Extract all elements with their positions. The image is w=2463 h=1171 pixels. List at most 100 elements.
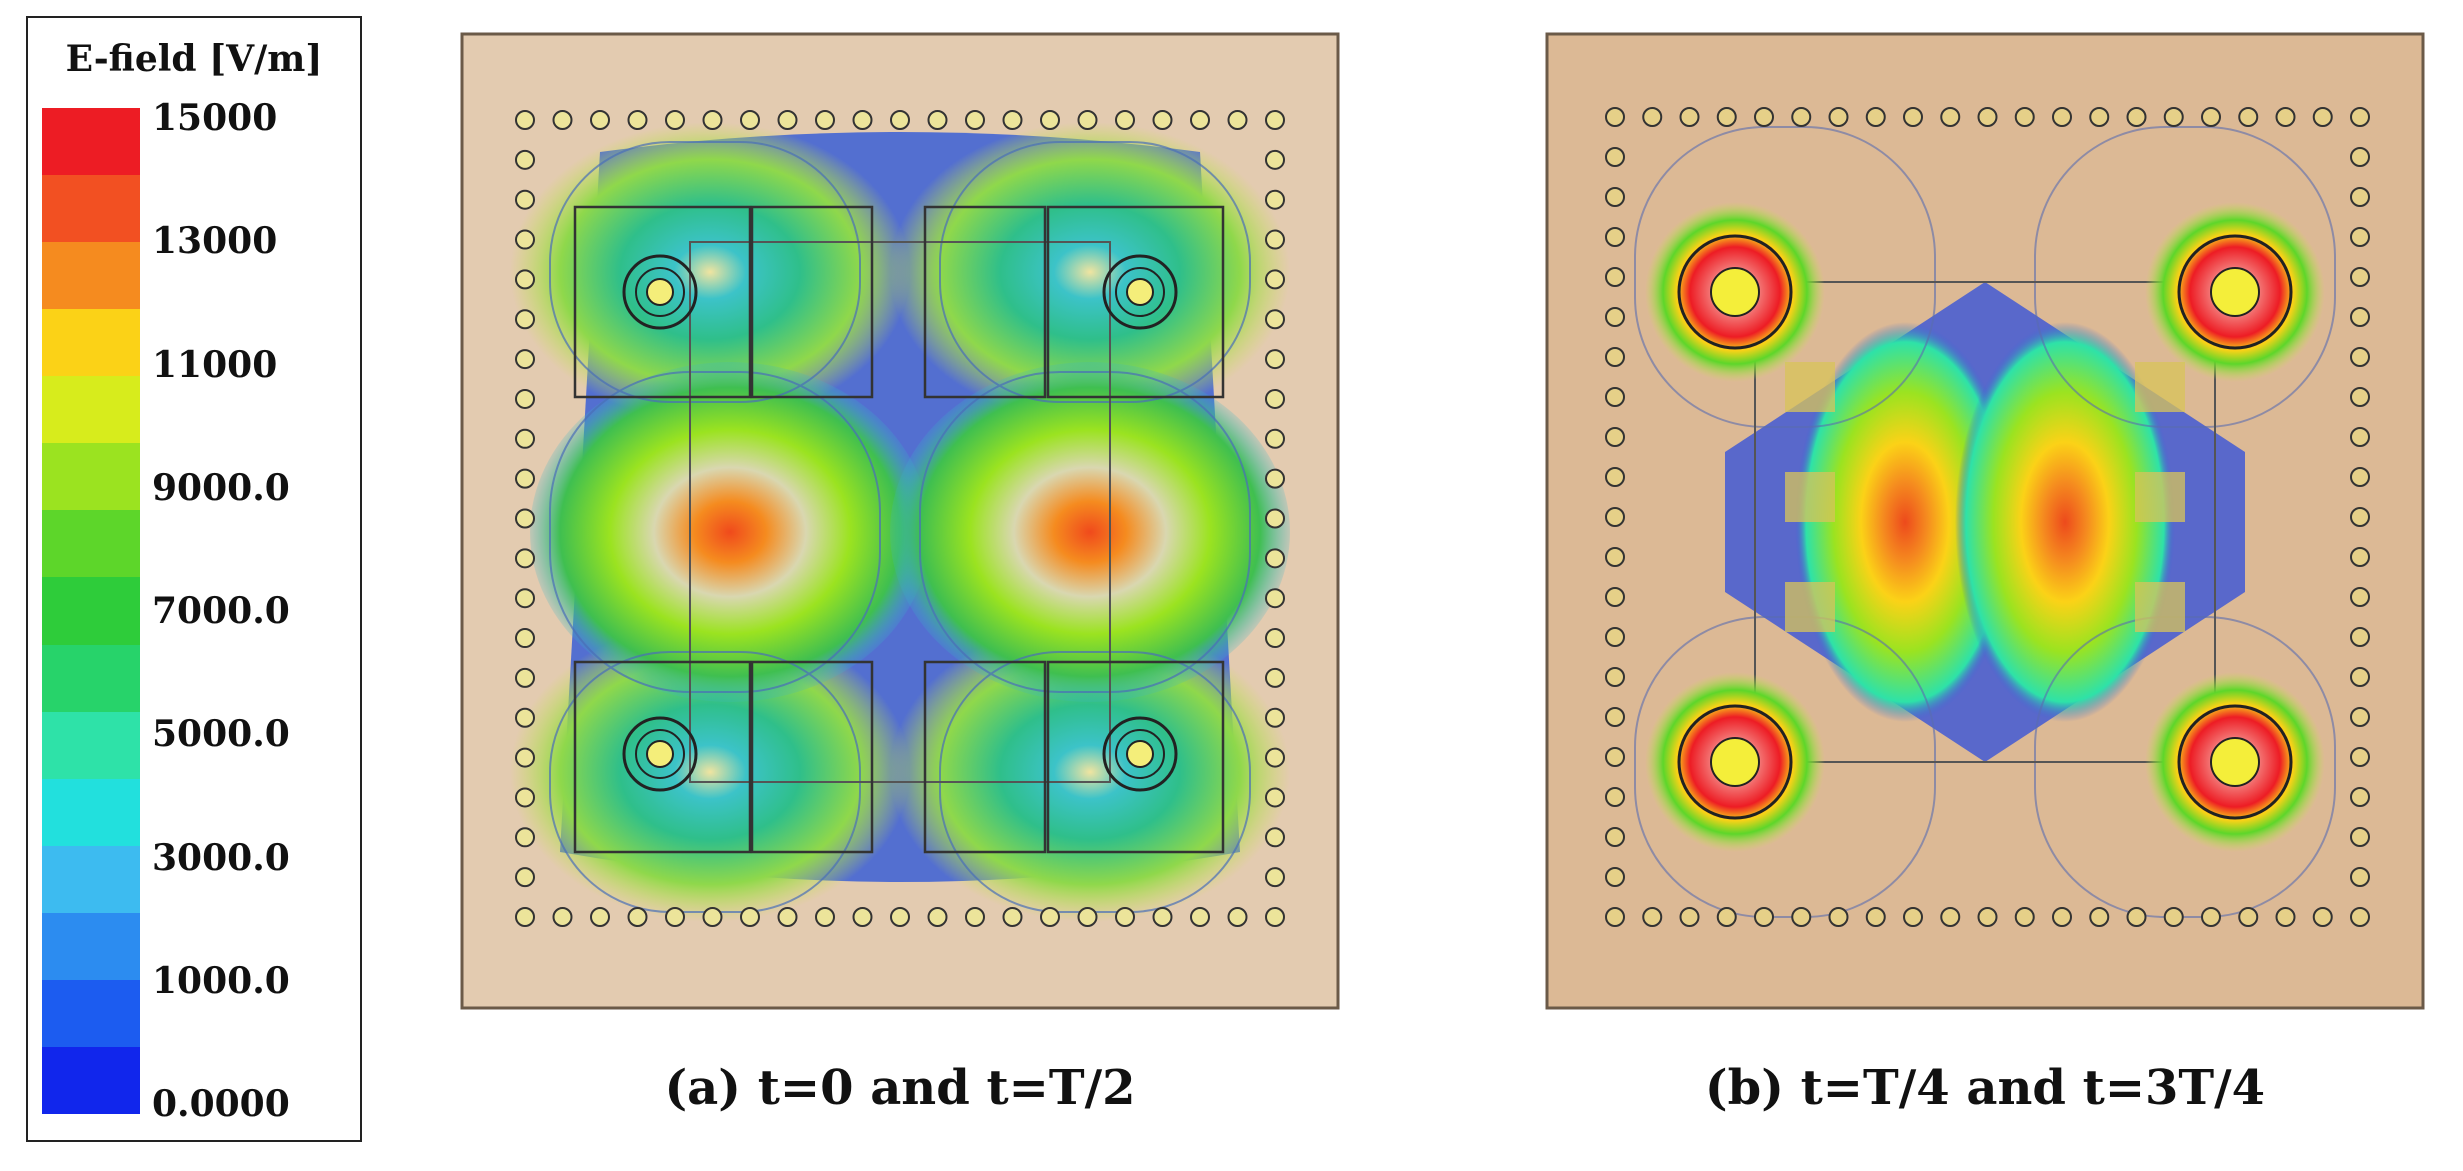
feed-block — [573, 660, 752, 854]
via-hole — [1605, 867, 1625, 887]
via-hole — [1865, 107, 1886, 127]
via-hole — [2350, 747, 2370, 767]
via-hole — [2201, 907, 2221, 927]
colorbar-segment — [42, 510, 140, 578]
feed-port — [622, 716, 698, 792]
via-hole — [2350, 907, 2370, 927]
via-hole — [1265, 628, 1285, 649]
via-hole — [552, 907, 573, 927]
via-hole — [590, 907, 610, 927]
via-hole — [1605, 227, 1625, 247]
via-hole — [2350, 587, 2370, 607]
via-hole — [552, 110, 573, 130]
via-hole — [1605, 787, 1625, 807]
via-hole — [515, 269, 535, 290]
via-hole — [1265, 827, 1285, 848]
tick-label: 15000 — [152, 97, 278, 139]
via-hole — [590, 110, 610, 130]
via-hole — [1152, 907, 1173, 927]
via-hole — [665, 110, 685, 130]
via-hole — [2350, 427, 2370, 447]
via-hole — [1605, 547, 1625, 567]
via-hole — [1605, 387, 1625, 407]
via-hole — [1605, 907, 1625, 927]
legend-title: E-field [V/m] — [65, 38, 323, 80]
via-hole — [1265, 428, 1285, 449]
feed-port — [1677, 234, 1793, 350]
via-hole — [1077, 907, 1098, 927]
via-hole — [2350, 147, 2370, 167]
colorbar-segment — [42, 376, 140, 444]
via-hole — [1679, 107, 1700, 127]
via-hole — [1190, 110, 1210, 130]
via-hole — [1227, 907, 1248, 927]
via-hole — [1605, 427, 1625, 447]
field-plot-b — [1545, 32, 2425, 1010]
colorbar-segment — [42, 309, 140, 377]
via-hole — [2350, 547, 2370, 567]
via-hole — [515, 189, 535, 210]
via-hole — [515, 508, 535, 529]
via-hole — [1940, 107, 1961, 127]
via-hole — [2350, 347, 2370, 367]
colorbar-segment — [42, 644, 140, 712]
feed-port — [1102, 254, 1178, 330]
via-hole — [852, 110, 873, 130]
via-hole — [777, 907, 798, 927]
feed-port — [2177, 234, 2293, 350]
via-hole — [2126, 107, 2147, 127]
via-hole — [1828, 907, 1849, 927]
via-hole — [2238, 107, 2259, 127]
via-hole — [1605, 827, 1625, 847]
via-hole — [1642, 907, 1663, 927]
via-hole — [2014, 907, 2035, 927]
colorbar — [42, 108, 140, 1114]
via-hole — [515, 747, 535, 768]
via-hole — [1940, 907, 1961, 927]
field-lobe — [510, 122, 910, 422]
via-hole — [1152, 110, 1173, 130]
via-hole — [1265, 907, 1285, 927]
via-hole — [1265, 747, 1285, 768]
via-hole — [515, 349, 535, 370]
via-hole — [627, 907, 648, 927]
field-lobe — [890, 362, 1290, 702]
via-hole — [515, 667, 535, 688]
via-hole — [2238, 907, 2259, 927]
via-hole — [2163, 107, 2184, 127]
via-hole — [927, 110, 948, 130]
via-hole — [1605, 707, 1625, 727]
via-hole — [815, 907, 835, 927]
via-hole — [927, 907, 948, 927]
via-hole — [2275, 907, 2296, 927]
via-hole — [1265, 707, 1285, 728]
via-hole — [1040, 110, 1060, 130]
field-lobe — [530, 362, 930, 702]
via-hole — [2350, 787, 2370, 807]
via-hole — [1865, 907, 1886, 927]
via-fence — [1605, 107, 2370, 927]
via-hole — [1265, 349, 1285, 370]
via-hole — [1977, 907, 1998, 927]
feed-block — [1046, 205, 1225, 399]
via-hole — [2052, 907, 2072, 927]
via-hole — [1903, 907, 1923, 927]
via-hole — [1679, 907, 1700, 927]
via-hole — [2089, 107, 2110, 127]
via-hole — [965, 907, 985, 927]
via-hole — [2312, 907, 2333, 927]
via-hole — [2350, 187, 2370, 207]
via-hole — [1265, 787, 1285, 808]
field-lobe — [1795, 322, 2015, 722]
feed-block — [1046, 660, 1225, 854]
via-hole — [2350, 307, 2370, 327]
panel-caption-b: (b) t=T/4 and t=3T/4 — [1704, 1060, 2266, 1116]
via-hole — [2275, 107, 2296, 127]
via-hole — [2350, 707, 2370, 727]
via-hole — [515, 149, 535, 170]
via-hole — [1605, 587, 1625, 607]
colorbar-segment — [42, 242, 140, 310]
feed-block — [750, 660, 874, 854]
via-hole — [1903, 107, 1923, 127]
field-lobe — [890, 622, 1290, 922]
